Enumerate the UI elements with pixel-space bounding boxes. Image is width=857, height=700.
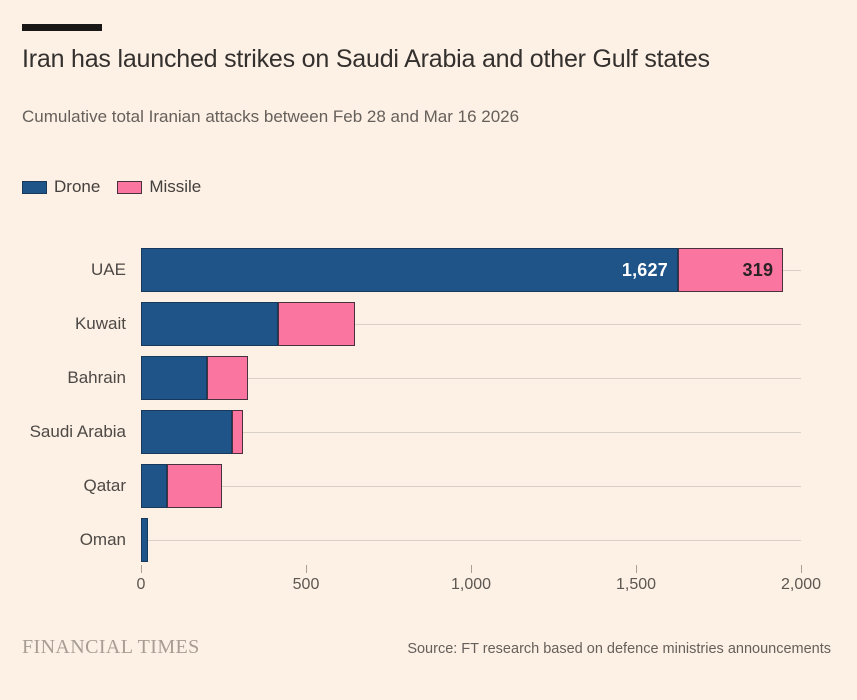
bar-row: Oman [0, 518, 857, 562]
ft-logo: FINANCIAL TIMES [22, 636, 200, 658]
axis-tick-mark [801, 565, 802, 573]
axis-tick-label: 500 [292, 576, 320, 593]
missile-legend-label: Missile [149, 177, 202, 196]
bar-value-label: 1,627 [621, 259, 668, 280]
stacked-bar [141, 410, 801, 454]
axis-tick-label: 1,500 [615, 576, 657, 593]
chart-subtitle: Cumulative total Iranian attacks between… [22, 107, 520, 126]
bar-track [141, 410, 801, 454]
category-label: Bahrain [67, 368, 126, 387]
gridline [141, 540, 801, 541]
axis-tick-mark [636, 565, 637, 573]
missile-legend-swatch [117, 180, 143, 194]
bar-segment-drone [141, 356, 207, 400]
category-label: Kuwait [74, 314, 126, 333]
gridline [141, 432, 801, 433]
bar-segment-missile: 319 [677, 248, 784, 292]
title-accent-bar [22, 24, 102, 31]
drone-legend-label: Drone [54, 177, 101, 196]
legend-item-missile: Missile [117, 177, 201, 197]
stacked-bar [141, 518, 801, 562]
chart-title: Iran has launched strikes on Saudi Arabi… [22, 45, 710, 73]
bar-segment-drone: 1,627 [141, 248, 678, 292]
bar-row: UAE 1,627 319 [0, 248, 857, 292]
bar-track [141, 464, 801, 508]
bar-segment-missile [207, 356, 249, 400]
axis-tick-mark [141, 565, 142, 573]
gridline [141, 324, 801, 325]
bar-segment-drone [141, 518, 148, 562]
bar-row: Bahrain [0, 356, 857, 400]
legend-item-drone: Drone [22, 177, 100, 197]
bar-row: Saudi Arabia [0, 410, 857, 454]
bar-row: Qatar [0, 464, 857, 508]
bar-value-label: 319 [742, 259, 774, 280]
stacked-bar [141, 464, 801, 508]
source-note: Source: FT research based on defence min… [407, 641, 831, 657]
drone-legend-swatch [22, 180, 47, 194]
bar-track [141, 356, 801, 400]
bar-segment-drone [141, 410, 232, 454]
bar-segment-missile [277, 302, 356, 346]
bar-segment-missile [231, 410, 244, 454]
bar-segment-drone [141, 302, 278, 346]
axis-tick-label: 0 [136, 576, 146, 593]
legend: Drone Missile [22, 177, 201, 197]
gridline [141, 486, 801, 487]
bar-segment-missile [167, 464, 222, 508]
axis-tick-label: 2,000 [780, 576, 822, 593]
category-label: Saudi Arabia [29, 422, 126, 441]
footer: FINANCIAL TIMES Source: FT research base… [22, 636, 831, 659]
bar-row: Kuwait [0, 302, 857, 346]
bar-track [141, 518, 801, 562]
stacked-bar [141, 356, 801, 400]
axis-tick-mark [471, 565, 472, 573]
stacked-bar [141, 302, 801, 346]
axis-tick-label: 1,000 [450, 576, 492, 593]
axis-tick-mark [306, 565, 307, 573]
gridline [141, 378, 801, 379]
category-label: Qatar [83, 476, 126, 495]
category-label: UAE [91, 260, 126, 279]
stacked-bar-chart: UAE 1,627 319 Kuwait Bahrain Saudi Arabia Qata… [0, 248, 857, 562]
bar-track [141, 302, 801, 346]
category-label: Oman [79, 530, 126, 549]
x-axis: 0 500 1,000 1,500 2,000 [137, 562, 821, 604]
stacked-bar: 1,627 319 [141, 248, 801, 292]
bar-segment-drone [141, 464, 168, 508]
bar-track: 1,627 319 [141, 248, 801, 292]
